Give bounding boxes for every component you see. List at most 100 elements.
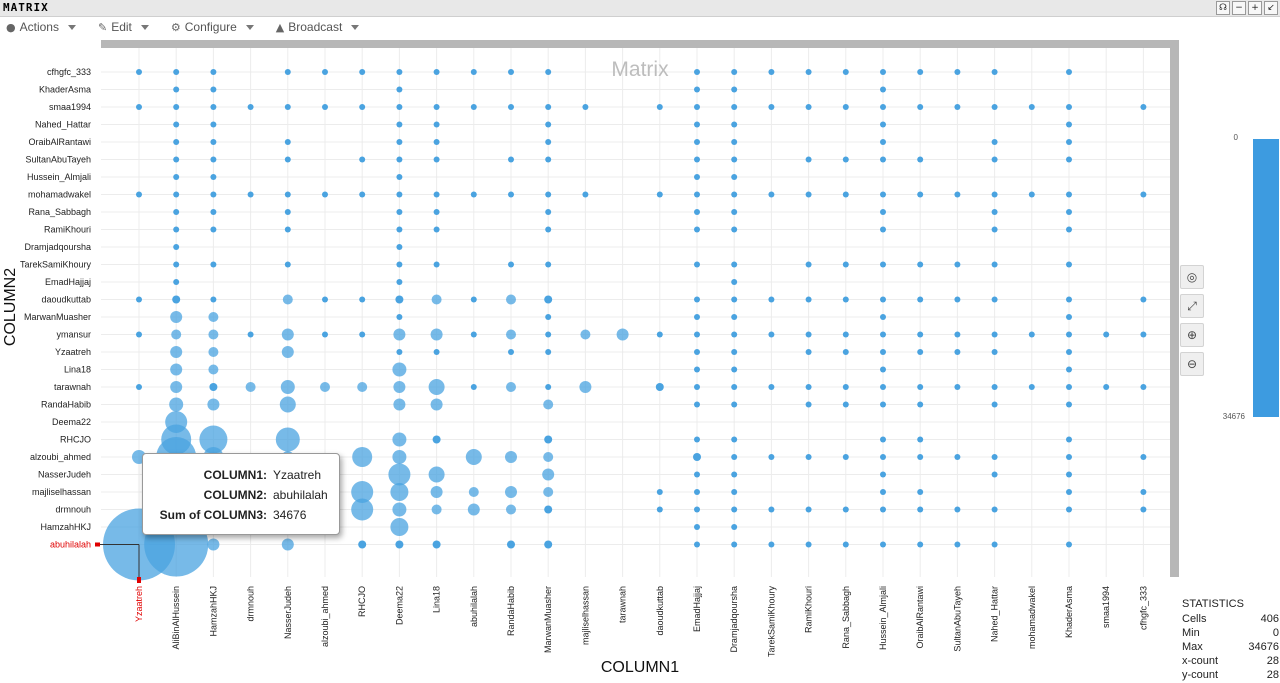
data-point (281, 346, 294, 358)
configure-menu[interactable]: ⚙ Configure (165, 17, 262, 37)
x-tick-label: TarekSamiKhoury (766, 586, 776, 658)
y-tick-label: MarwanMuasher (24, 312, 91, 322)
data-point (768, 191, 775, 198)
data-point (173, 69, 180, 75)
data-point (694, 349, 700, 355)
data-point (842, 296, 849, 303)
data-point (433, 191, 440, 198)
data-point (954, 104, 961, 110)
minimize-icon[interactable]: − (1232, 1, 1246, 15)
data-point (768, 454, 775, 460)
data-point (694, 104, 700, 110)
data-point (396, 121, 403, 128)
data-point (173, 191, 180, 198)
data-point (545, 156, 552, 163)
tooltip-row: Sum of COLUMN3: 34676 (143, 508, 339, 524)
tooltip-key: COLUMN1: (203, 468, 267, 482)
zoom-out-icon[interactable]: ⊖ (1180, 352, 1204, 376)
stat-value: 28 (1266, 669, 1279, 681)
user-icon: ● (6, 20, 16, 34)
data-point (508, 191, 514, 198)
x-tick-label: NasserJudeh (283, 586, 293, 639)
stat-label: y-count (1182, 669, 1219, 681)
window-controls: ☊ − + ↙ (1216, 1, 1278, 15)
configure-menu-label: Configure (184, 20, 237, 34)
maximize-icon[interactable]: + (1248, 1, 1262, 15)
data-point (390, 518, 409, 536)
data-point (880, 401, 886, 408)
data-point (396, 314, 403, 320)
data-point (320, 382, 330, 392)
data-point (430, 398, 443, 411)
data-point (991, 69, 998, 75)
data-point (169, 397, 184, 412)
data-point (281, 538, 294, 551)
data-point (284, 104, 291, 110)
data-point (136, 191, 142, 198)
data-point (694, 366, 700, 373)
data-point (392, 432, 407, 447)
data-point (433, 139, 440, 145)
data-point (173, 244, 180, 250)
data-point (1066, 139, 1072, 145)
data-point (173, 261, 180, 268)
actions-menu[interactable]: ● Actions (0, 17, 84, 37)
restore-icon[interactable]: ↙ (1264, 1, 1278, 15)
data-point (731, 489, 738, 495)
data-point (731, 331, 738, 338)
data-point (136, 331, 142, 338)
data-point (805, 401, 812, 408)
data-point (954, 384, 961, 390)
data-point (470, 384, 477, 390)
data-point (284, 209, 291, 215)
x-tick-label: Rana_Sabbagh (841, 586, 851, 649)
data-point (954, 454, 961, 460)
data-point (880, 69, 886, 75)
data-point (805, 261, 812, 268)
data-point (805, 296, 812, 303)
data-point (880, 139, 886, 145)
data-point (991, 349, 998, 355)
x-tick-label: daoudkuttab (655, 586, 665, 636)
y-tick-label: RamiKhouri (44, 225, 91, 235)
data-point (545, 349, 552, 355)
data-point (917, 506, 924, 513)
data-point (1140, 454, 1147, 460)
data-point (991, 384, 998, 390)
data-point (842, 454, 849, 460)
data-point (544, 505, 553, 514)
plot-right-scrollbar[interactable] (1170, 40, 1179, 577)
data-point (768, 384, 775, 390)
data-point (768, 331, 775, 338)
data-point (991, 261, 998, 268)
data-point (991, 226, 998, 233)
data-point (542, 468, 555, 481)
data-point (279, 396, 296, 413)
edit-menu[interactable]: ✎ Edit (92, 17, 157, 37)
zoom-in-icon[interactable]: ⊕ (1180, 323, 1204, 347)
target-icon[interactable]: ◎ (1180, 265, 1204, 289)
y-tick-label: KhaderAsma (39, 85, 91, 95)
chevron-down-icon (245, 24, 254, 30)
data-point (173, 226, 180, 233)
data-point (208, 312, 219, 322)
broadcast-menu[interactable]: ▲ Broadcast (270, 17, 368, 37)
data-point (694, 174, 700, 180)
data-point (694, 401, 700, 408)
headset-icon[interactable]: ☊ (1216, 1, 1230, 15)
y-tick-label: daoudkuttab (41, 295, 91, 305)
data-point (991, 296, 998, 303)
data-point (580, 329, 591, 340)
data-point (545, 104, 552, 110)
data-point (388, 463, 411, 486)
data-point (506, 504, 516, 515)
x-tick-label: HamzahHKJ (208, 586, 218, 637)
y-tick-label: ymansur (56, 330, 91, 340)
data-point (880, 296, 886, 303)
data-point (917, 401, 924, 408)
data-point (880, 454, 886, 460)
data-point (579, 381, 592, 393)
data-point (395, 540, 404, 549)
expand-icon[interactable]: ⤢ (1180, 294, 1204, 318)
